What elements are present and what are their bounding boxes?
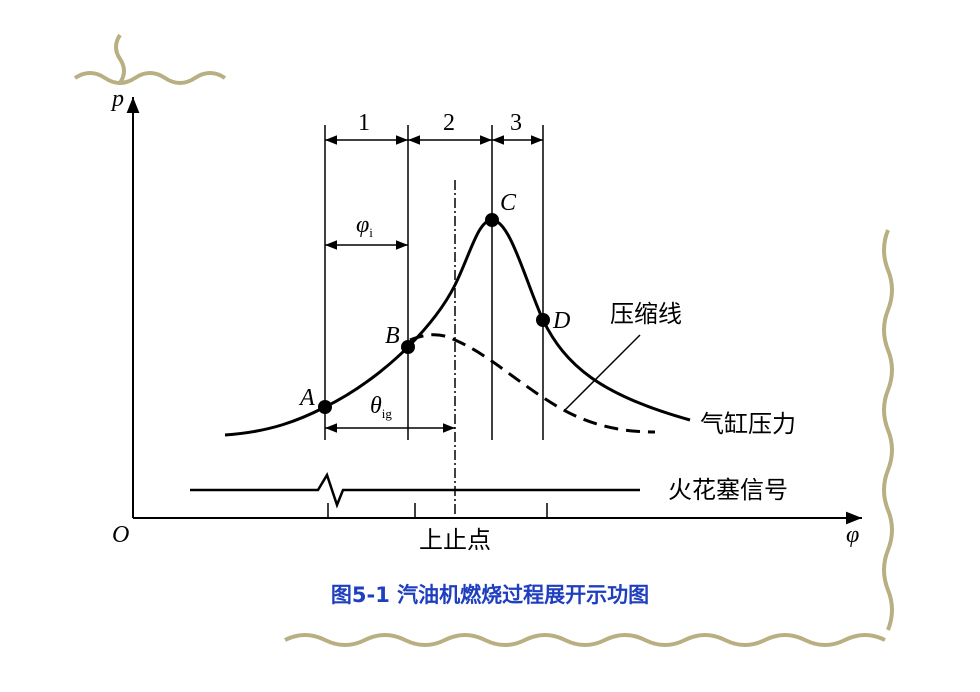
interval-label: 2 [443,110,455,136]
interval-label: 3 [510,110,522,136]
curve-label: 火花塞信号 [668,476,788,504]
span-label: θig [370,393,392,421]
origin-label: O [112,522,129,548]
point-label: D [552,308,570,334]
x-label: φ [846,522,859,548]
compression-curve [409,333,656,434]
figure-bg [100,88,875,548]
spark-signal [190,472,640,509]
leader [564,334,641,411]
points [318,213,550,414]
figure [126,97,862,525]
decoration [73,33,894,647]
dimension-arrows [325,135,543,433]
interval-label: 1 [358,110,370,136]
y-label: p [110,86,124,112]
guide-lines [324,125,548,518]
tdc-label: 上止点 [419,526,491,554]
point-label: A [298,385,315,411]
span-label: φi [356,212,373,240]
caption: 图5-1 汽油机燃烧过程展开示功图 [331,583,649,607]
point-label: B [385,323,400,349]
curve-label: 气缸压力 [700,410,796,438]
curve-label: 压缩线 [610,300,682,328]
point-label: C [500,190,517,216]
